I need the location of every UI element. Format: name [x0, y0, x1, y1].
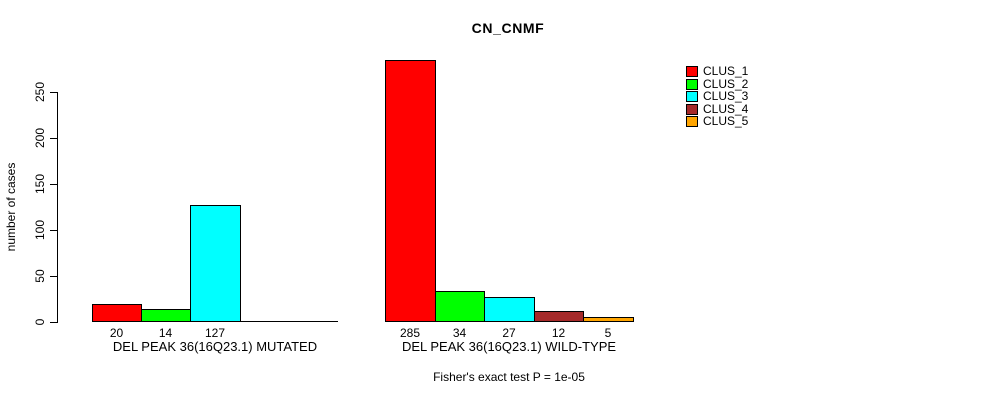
bar-value-label: 20 — [109, 326, 124, 340]
legend-label: CLUS_3 — [703, 89, 749, 103]
bar-clus_3 — [190, 205, 241, 322]
bar-value-label: 285 — [399, 326, 421, 340]
legend-swatch-clus_4 — [686, 104, 698, 115]
y-axis-tick — [50, 92, 57, 93]
chart-title: CN_CNMF — [471, 20, 545, 36]
bar-clus_4 — [534, 311, 584, 322]
bar-clus_3 — [484, 297, 535, 322]
y-axis-tick-label: 50 — [33, 269, 47, 283]
legend-item: CLUS_3 — [686, 89, 776, 103]
y-axis-tick-label: 0 — [33, 318, 47, 326]
bar-clus_1 — [385, 60, 436, 322]
legend-label: CLUS_5 — [703, 114, 749, 128]
legend-item: CLUS_4 — [686, 102, 776, 116]
group-axis-label: DEL PEAK 36(16Q23.1) MUTATED — [112, 339, 318, 354]
bar-value-label: 12 — [551, 326, 566, 340]
bar-clus_5 — [583, 317, 634, 322]
bar-value-label: 14 — [158, 326, 173, 340]
bar-value-label: 127 — [204, 326, 226, 340]
legend-item: CLUS_2 — [686, 77, 776, 91]
legend-label: CLUS_1 — [703, 64, 749, 78]
y-axis-line — [57, 92, 58, 323]
y-axis-tick — [50, 138, 57, 139]
legend-item: CLUS_1 — [686, 64, 776, 78]
bar-clus_1 — [92, 304, 142, 322]
legend-swatch-clus_1 — [686, 66, 698, 77]
legend-item: CLUS_5 — [686, 114, 776, 128]
bar-value-label: 5 — [604, 326, 612, 340]
bar-value-label: 34 — [452, 326, 467, 340]
legend-label: CLUS_2 — [703, 77, 749, 91]
y-axis-tick-label: 150 — [33, 173, 47, 195]
y-axis-label: number of cases — [4, 162, 18, 252]
legend-swatch-clus_3 — [686, 91, 698, 102]
bar-clus_2 — [141, 309, 191, 322]
y-axis-tick — [50, 184, 57, 185]
y-axis-tick — [50, 322, 57, 323]
y-axis-tick-label: 200 — [33, 127, 47, 149]
legend-label: CLUS_4 — [703, 102, 749, 116]
bar-value-label: 27 — [502, 326, 516, 340]
y-axis-tick-label: 100 — [33, 219, 47, 241]
legend-swatch-clus_5 — [686, 116, 698, 127]
bar-clus_2 — [435, 291, 485, 322]
y-axis-tick — [50, 276, 57, 277]
group-axis-label: DEL PEAK 36(16Q23.1) WILD-TYPE — [401, 339, 617, 354]
fisher-test-note: Fisher's exact test P = 1e-05 — [433, 370, 585, 384]
y-axis-tick — [50, 230, 57, 231]
legend-swatch-clus_2 — [686, 79, 698, 90]
y-axis-tick-label: 250 — [33, 81, 47, 103]
